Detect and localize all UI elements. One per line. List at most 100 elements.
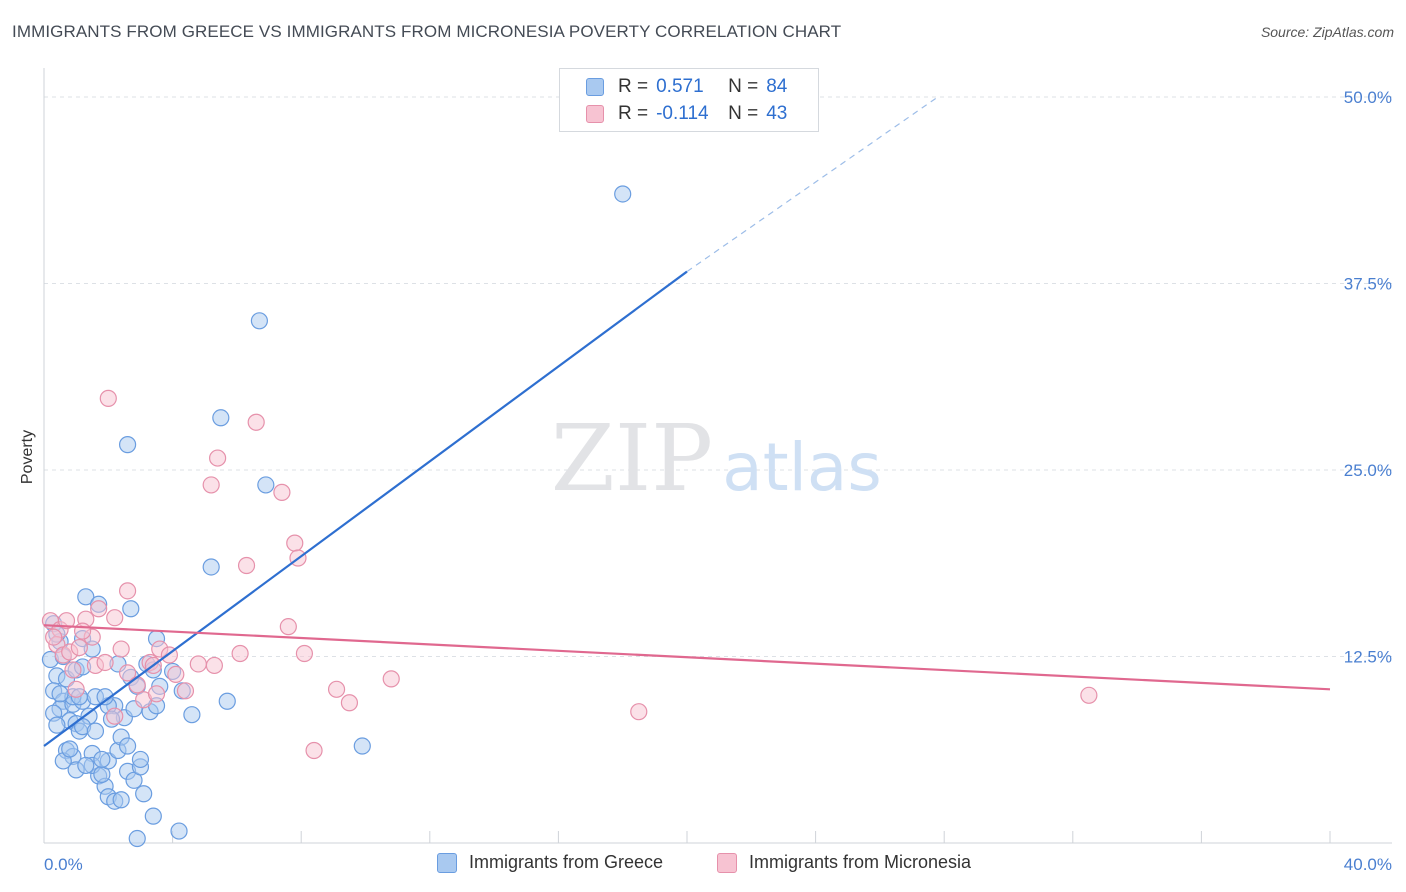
greece-point <box>183 706 201 724</box>
greece-point <box>212 409 230 427</box>
greece-point <box>218 692 236 710</box>
bottom-legend-swatch-micronesia <box>717 852 737 873</box>
y-tick-labels: 12.5% 25.0% 37.5% 50.0% <box>1344 88 1392 667</box>
micronesia-point <box>96 653 114 672</box>
legend-row-micronesia: R = -0.114 N = 43 <box>586 101 787 127</box>
micronesia-point <box>147 685 166 703</box>
chart-title: IMMIGRANTS FROM GREECE VS IMMIGRANTS FRO… <box>12 22 842 41</box>
axes <box>43 68 1392 844</box>
greece-point <box>353 737 371 755</box>
x-tick-label: 0.0% <box>44 855 83 874</box>
bottom-legend-micronesia: Immigrants from Micronesia <box>717 852 971 873</box>
watermark: ZIP atlas <box>551 405 882 512</box>
greece-point <box>96 688 114 706</box>
micronesia-point <box>1080 686 1098 704</box>
micronesia-point <box>286 534 304 552</box>
legend-r-label: R = <box>618 76 649 97</box>
greece-point <box>144 807 162 825</box>
bottom-legend-swatch-greece <box>437 852 457 873</box>
legend-r-value: 0.571 <box>656 76 704 97</box>
greece-point <box>202 558 220 576</box>
micronesia-point <box>118 582 137 600</box>
micronesia-point <box>167 665 185 684</box>
bottom-legend-label-micronesia: Immigrants from Micronesia <box>749 852 972 872</box>
micronesia-point <box>106 609 124 627</box>
micronesia-point <box>45 628 63 646</box>
series-micronesia-points <box>41 389 1098 760</box>
micronesia-point <box>273 483 291 501</box>
trend-lines <box>43 96 1331 747</box>
legend-swatch-micronesia <box>586 105 604 123</box>
watermark-atlas: atlas <box>722 429 882 506</box>
micronesia-point <box>382 670 400 688</box>
micronesia-point <box>176 682 195 700</box>
greece-trend-extension <box>686 96 939 273</box>
legend-row-greece: R = 0.571 N = 84 <box>586 74 787 100</box>
greece-point <box>118 737 137 755</box>
greece-trend-line <box>43 270 688 747</box>
x-tick-label: 40.0% <box>1344 855 1392 874</box>
micronesia-point <box>295 644 314 663</box>
micronesia-point <box>340 694 359 712</box>
y-tick-label: 12.5% <box>1344 648 1392 667</box>
micronesia-point <box>57 612 76 630</box>
greece-point <box>118 436 137 454</box>
micronesia-point <box>279 618 297 636</box>
micronesia-point <box>305 741 323 760</box>
grid-lines <box>44 96 1392 657</box>
y-tick-label: 50.0% <box>1344 88 1392 107</box>
series-greece-points <box>41 185 632 848</box>
legend-n-label: N = <box>728 103 759 124</box>
watermark-zip: ZIP <box>551 405 713 512</box>
micronesia-point <box>67 680 85 698</box>
bottom-legend-greece: Immigrants from Greece <box>437 852 663 873</box>
micronesia-point <box>209 449 227 467</box>
micronesia-point <box>112 640 130 658</box>
legend-n-value: 43 <box>766 103 788 124</box>
greece-point <box>257 476 275 494</box>
legend-swatch-greece <box>586 78 604 96</box>
greece-point <box>131 750 150 769</box>
greece-point <box>170 822 188 840</box>
greece-point <box>135 785 153 803</box>
micronesia-point <box>118 664 137 682</box>
source-label: Source: ZipAtlas.com <box>1260 24 1394 40</box>
micronesia-point <box>205 656 223 675</box>
legend-n-label: N = <box>728 76 759 97</box>
micronesia-point <box>90 600 108 618</box>
micronesia-point <box>327 680 346 698</box>
micronesia-point <box>202 476 220 494</box>
micronesia-point <box>128 676 146 694</box>
legend-n-value: 84 <box>766 76 788 97</box>
micronesia-point <box>237 556 256 575</box>
greece-point <box>122 600 140 618</box>
greece-point <box>86 722 105 740</box>
micronesia-point <box>70 638 88 657</box>
y-tick-label: 25.0% <box>1344 461 1392 480</box>
greece-point <box>48 716 66 734</box>
micronesia-trend-line <box>43 624 1331 691</box>
greece-point <box>77 588 95 606</box>
greece-point <box>614 185 632 203</box>
micronesia-point <box>189 655 207 673</box>
micronesia-point <box>247 413 265 431</box>
micronesia-point <box>73 622 92 640</box>
micronesia-point <box>99 389 117 407</box>
greece-point <box>77 756 95 775</box>
greece-point <box>250 312 269 330</box>
greece-point <box>112 791 130 809</box>
legend-r-value: -0.114 <box>656 103 709 124</box>
greece-point <box>61 740 79 758</box>
legend-r-label: R = <box>618 103 649 124</box>
bottom-legend-label-greece: Immigrants from Greece <box>469 852 664 872</box>
y-tick-label: 37.5% <box>1344 275 1392 294</box>
greece-point <box>51 685 69 703</box>
micronesia-point <box>106 707 124 725</box>
micronesia-point <box>630 703 648 721</box>
micronesia-point <box>231 644 249 663</box>
greece-point <box>93 750 111 769</box>
correlation-legend: R = 0.571 N = 84 R = -0.114 N = 43 <box>559 68 819 132</box>
micronesia-point <box>64 661 82 679</box>
x-tick-labels: 0.0% 40.0% <box>44 855 1392 874</box>
